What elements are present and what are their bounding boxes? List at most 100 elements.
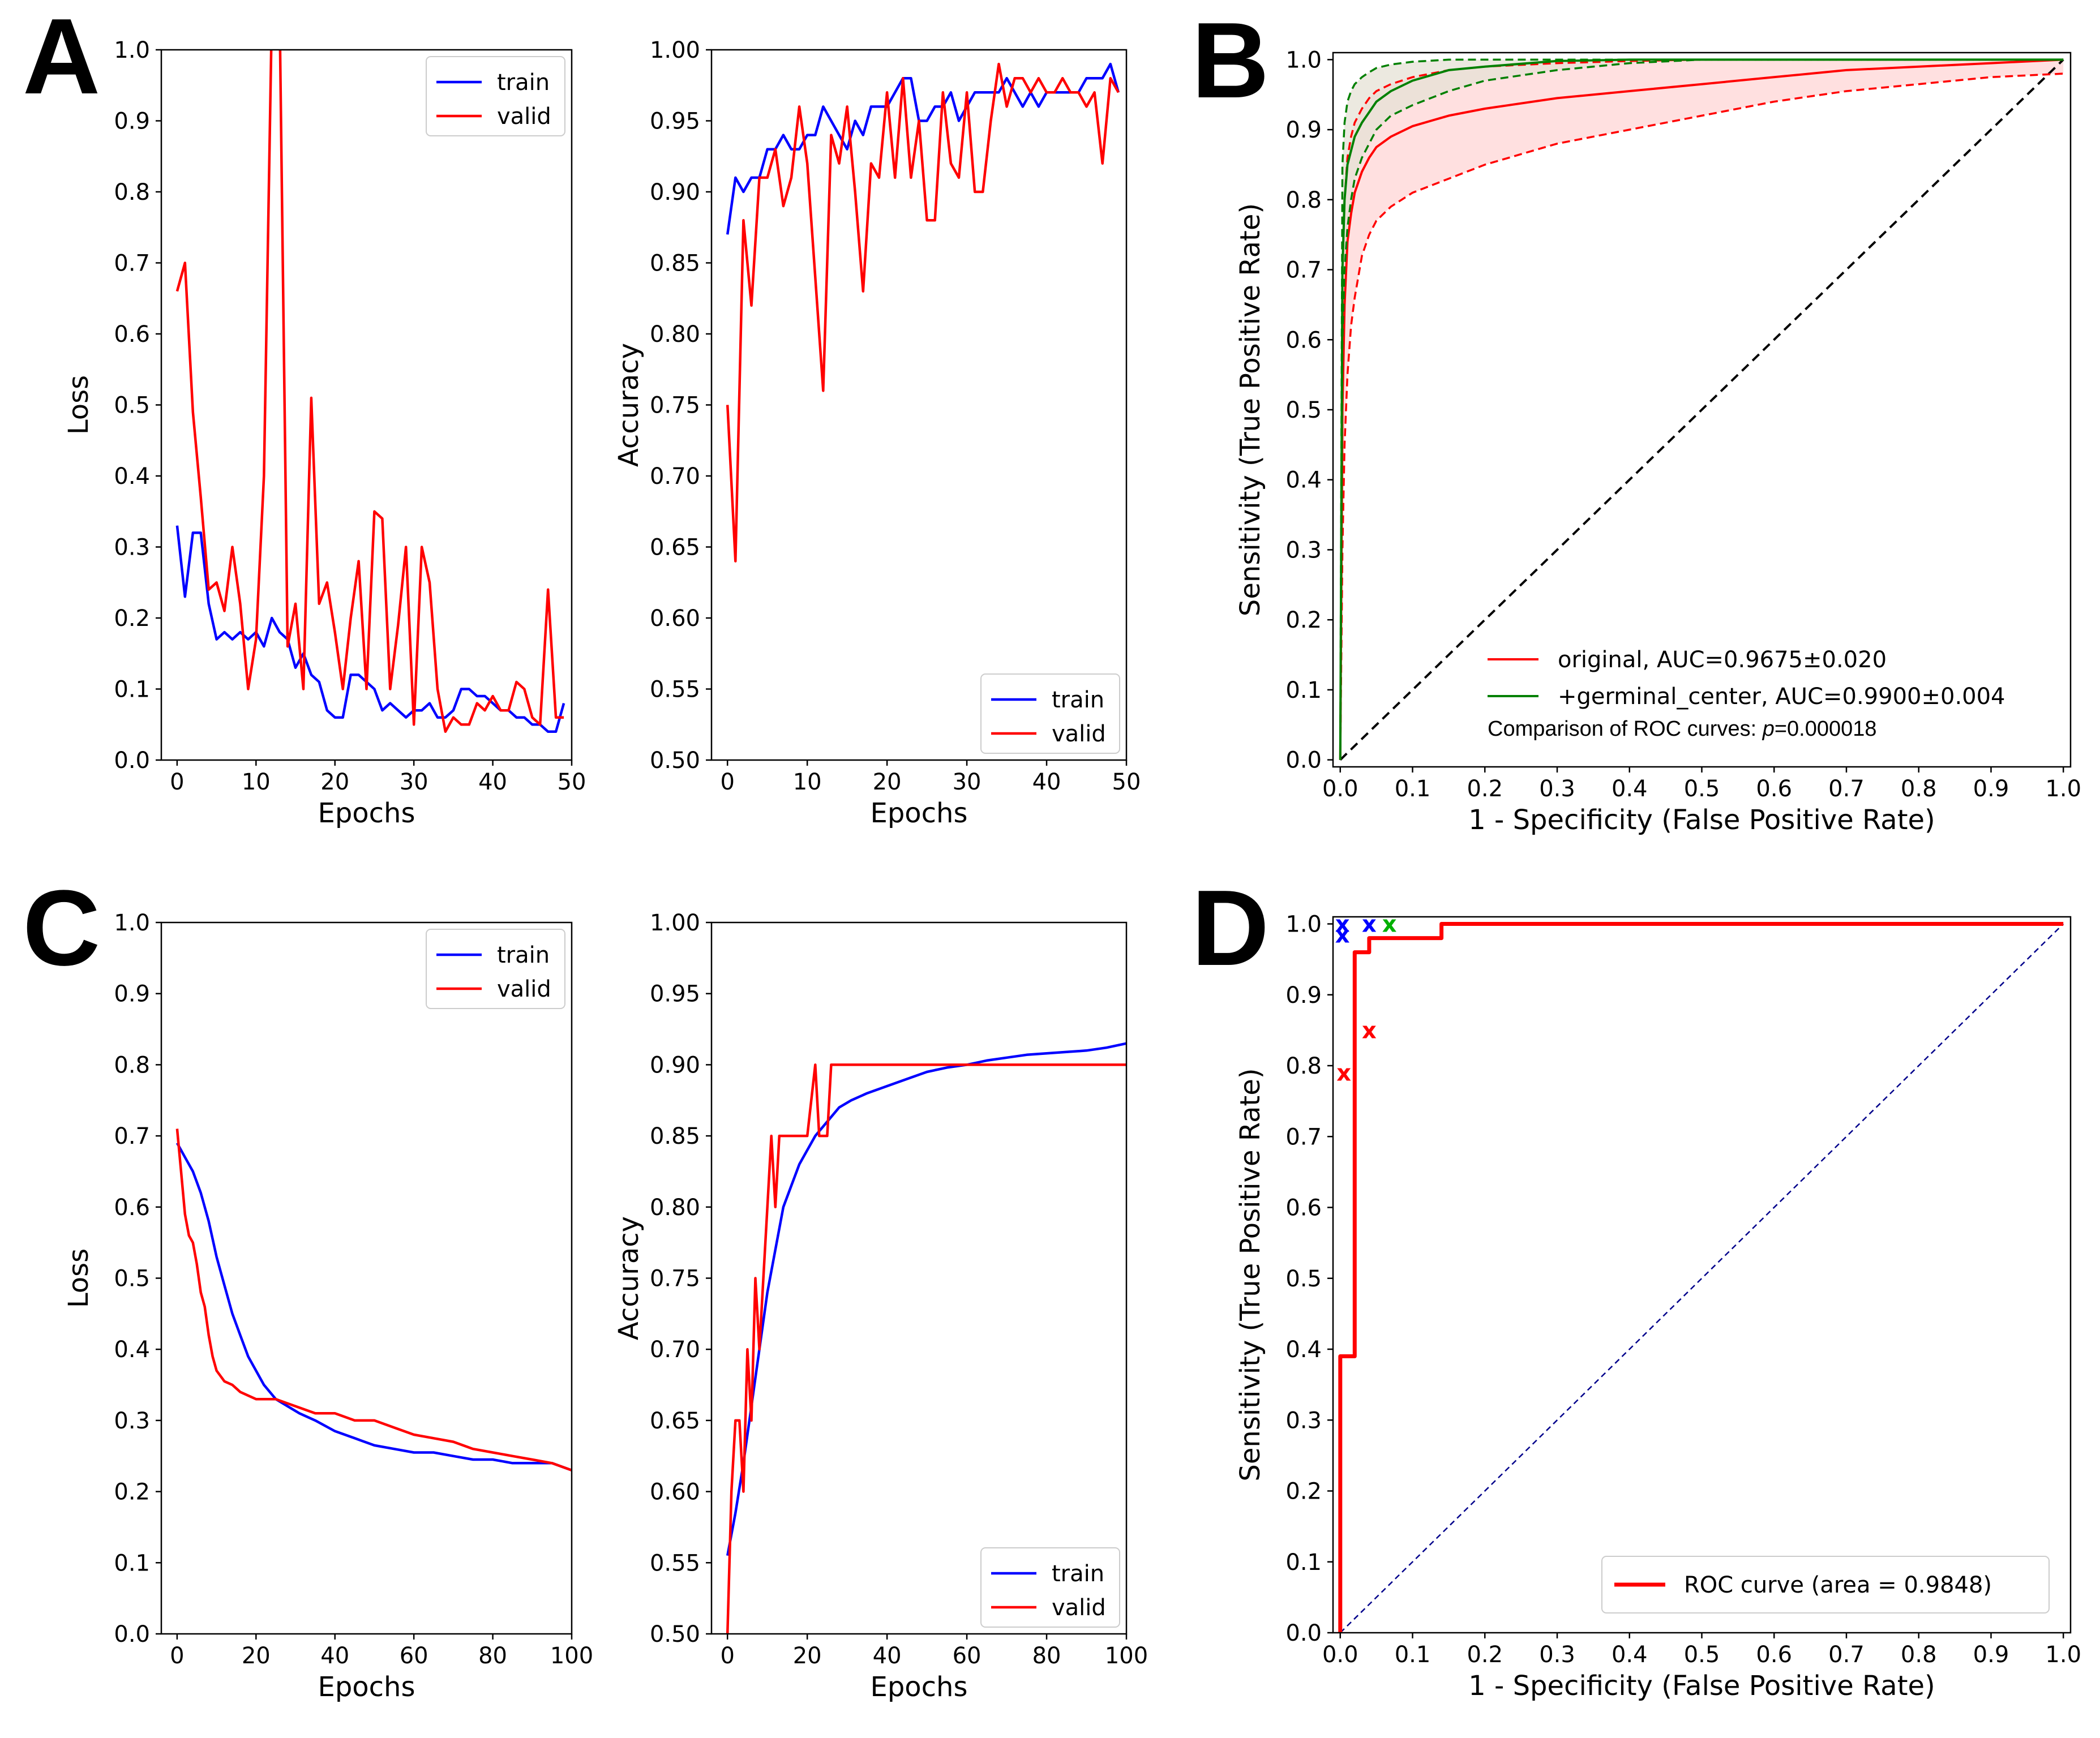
y-axis-label: Accuracy bbox=[613, 343, 645, 467]
series-line-0 bbox=[726, 1042, 1126, 1556]
y-tick-label: 0.8 bbox=[1285, 1053, 1322, 1079]
legend: train valid bbox=[980, 673, 1120, 754]
x-tick-label: 0.9 bbox=[1973, 776, 2009, 802]
y-axis-label: Sensitivity (True Positive Rate) bbox=[1235, 203, 1266, 616]
legend-label-roc: ROC curve (area = 0.9848) bbox=[1684, 1572, 1992, 1598]
y-tick-label: 1.00 bbox=[650, 910, 700, 936]
y-tick-label: 0.65 bbox=[650, 535, 700, 561]
y-tick-label: 0.9 bbox=[1285, 117, 1322, 143]
classifier-marker: x bbox=[1335, 912, 1350, 938]
x-tick-label: 0.2 bbox=[1467, 776, 1503, 802]
annotation-text: Comparison of ROC curves: bbox=[1488, 717, 1763, 741]
x-tick-label: 10 bbox=[793, 769, 822, 795]
y-tick-label: 0.60 bbox=[650, 606, 700, 632]
charts-group: 0 10 20 30 40 500.00.10.20.30.40.50.60.70.80.… bbox=[63, 37, 2081, 1703]
classifier-marker: x bbox=[1335, 922, 1350, 948]
legend-label-train: train bbox=[497, 70, 550, 96]
legend-label-train: train bbox=[1052, 687, 1104, 713]
legend-label-1: +germinal_center, AUC=0.9900±0.004 bbox=[1558, 684, 2005, 710]
y-tick-label: 0.0 bbox=[114, 748, 150, 774]
x-tick-label: 80 bbox=[1032, 1643, 1061, 1669]
classifier-marker: x bbox=[1336, 1061, 1351, 1087]
x-axis-label: Epochs bbox=[871, 1671, 968, 1703]
x-tick-label: 0 bbox=[720, 769, 734, 795]
x-tick-label: 0 bbox=[170, 1643, 184, 1669]
x-tick-label: 0.2 bbox=[1467, 1642, 1503, 1668]
y-tick-label: 0.3 bbox=[1285, 1407, 1322, 1434]
chance-diagonal-line bbox=[1339, 58, 2064, 761]
y-tick-label: 0.6 bbox=[114, 1195, 150, 1221]
y-axis-label: Sensitivity (True Positive Rate) bbox=[1235, 1068, 1266, 1481]
series-line-0 bbox=[1339, 58, 2064, 760]
y-tick-label: 0.0 bbox=[114, 1621, 150, 1647]
x-tick-label: 20 bbox=[873, 769, 902, 795]
x-tick-label: 0 bbox=[720, 1643, 734, 1669]
y-tick-label: 0.50 bbox=[650, 748, 700, 774]
y-tick-label: 0.9 bbox=[114, 981, 150, 1007]
y-tick-label: 0.6 bbox=[1285, 327, 1322, 353]
y-tick-label: 0.1 bbox=[114, 1550, 150, 1576]
panel-label-b: B bbox=[1192, 1, 1269, 121]
x-tick-label: 40 bbox=[1032, 769, 1061, 795]
y-tick-label: 1.0 bbox=[114, 910, 150, 936]
y-tick-label: 0.95 bbox=[650, 109, 700, 135]
y-tick-label: 1.0 bbox=[1285, 47, 1322, 73]
y-tick-label: 0.5 bbox=[1285, 397, 1322, 423]
y-tick-label: 0.70 bbox=[650, 464, 700, 490]
x-tick-label: 0.8 bbox=[1901, 776, 1937, 802]
y-tick-label: 0.7 bbox=[1285, 258, 1322, 284]
y-tick-label: 0.85 bbox=[650, 1123, 700, 1149]
series-line-0 bbox=[726, 62, 1120, 235]
plot-area bbox=[175, 50, 565, 733]
plot-area bbox=[1338, 922, 2064, 1633]
comparison-annotation: Comparison of ROC curves: p=0.000018 bbox=[1488, 717, 1877, 741]
x-tick-label: 0.7 bbox=[1828, 776, 1865, 802]
legend-box bbox=[1601, 1556, 2050, 1613]
y-tick-label: 0.80 bbox=[650, 321, 700, 347]
x-tick-label: 0.7 bbox=[1828, 1642, 1865, 1668]
x-tick-label: 0.6 bbox=[1756, 1642, 1792, 1668]
y-tick-label: 0.3 bbox=[1285, 537, 1322, 563]
x-axis-label: 1 - Specificity (False Positive Rate) bbox=[1468, 804, 1935, 836]
plot-area bbox=[175, 1128, 572, 1472]
panel-label-a: A bbox=[23, 0, 100, 117]
y-tick-label: 0.90 bbox=[650, 179, 700, 205]
x-tick-label: 50 bbox=[1112, 769, 1141, 795]
y-tick-label: 0.2 bbox=[1285, 607, 1322, 633]
y-tick-label: 0.2 bbox=[1285, 1479, 1322, 1505]
series-line-1 bbox=[175, 50, 564, 733]
x-tick-label: 0 bbox=[170, 769, 184, 795]
legend-label-valid: valid bbox=[1052, 721, 1106, 747]
y-tick-label: 0.75 bbox=[650, 393, 700, 419]
series-line-1 bbox=[726, 62, 1120, 563]
y-tick-label: 0.5 bbox=[114, 1266, 150, 1292]
x-tick-label: 0.5 bbox=[1684, 776, 1720, 802]
y-tick-label: 0.90 bbox=[650, 1052, 700, 1078]
x-tick-label: 20 bbox=[320, 769, 349, 795]
y-axis-label: Loss bbox=[63, 375, 95, 435]
y-tick-label: 0.5 bbox=[1285, 1266, 1322, 1292]
legend-label-valid: valid bbox=[497, 976, 551, 1002]
x-tick-label: 20 bbox=[793, 1643, 822, 1669]
y-tick-label: 0.55 bbox=[650, 1550, 700, 1576]
x-tick-label: 100 bbox=[550, 1643, 593, 1669]
y-tick-label: 0.75 bbox=[650, 1266, 700, 1292]
x-tick-label: 60 bbox=[400, 1643, 428, 1669]
x-tick-label: 60 bbox=[953, 1643, 982, 1669]
legend-label-valid: valid bbox=[497, 104, 551, 130]
y-tick-label: 0.2 bbox=[114, 1479, 150, 1505]
y-tick-label: 0.65 bbox=[650, 1408, 700, 1434]
legend: ROC curve (area = 0.9848) bbox=[1601, 1556, 2050, 1613]
y-tick-label: 0.1 bbox=[1285, 677, 1322, 703]
y-axis-label: Accuracy bbox=[613, 1216, 645, 1340]
y-tick-label: 0.4 bbox=[114, 464, 150, 490]
annotation-p-label: p bbox=[1762, 717, 1775, 741]
series-lower-bound-0 bbox=[1339, 72, 2064, 760]
classifier-marker: x bbox=[1362, 1018, 1377, 1044]
y-tick-label: 0.4 bbox=[1285, 467, 1322, 493]
x-tick-label: 10 bbox=[242, 769, 271, 795]
x-tick-label: 1.0 bbox=[2045, 776, 2081, 802]
y-tick-label: 0.80 bbox=[650, 1195, 700, 1221]
y-tick-label: 0.8 bbox=[114, 179, 150, 205]
